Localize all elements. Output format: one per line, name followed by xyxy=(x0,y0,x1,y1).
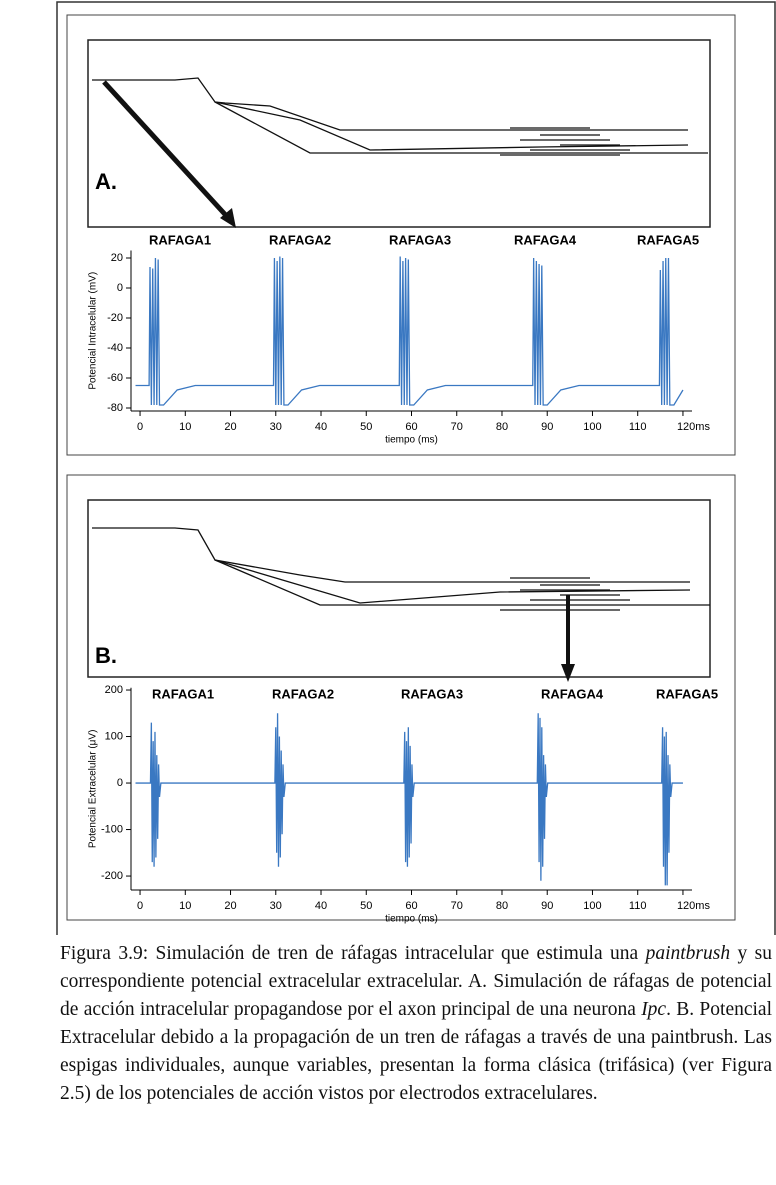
burst-label: RAFAGA3 xyxy=(401,686,463,701)
x-tick-label: 20 xyxy=(224,900,236,912)
x-tick-label: 80 xyxy=(496,421,508,433)
x-tick-label: 90 xyxy=(541,900,553,912)
burst-label: RAFAGA4 xyxy=(541,686,604,701)
y-tick-label: -100 xyxy=(101,823,123,835)
y-tick-label: 20 xyxy=(111,252,123,264)
x-tick-label: 110 xyxy=(629,421,647,433)
x-tick-label: 70 xyxy=(451,900,463,912)
caption-text: y su correspondiente potencial extracelu… xyxy=(60,943,772,1020)
y-tick-label: 0 xyxy=(117,777,123,789)
burst-label: RAFAGA4 xyxy=(514,232,577,247)
burst-label: RAFAGA1 xyxy=(149,232,211,247)
y-tick-label: -200 xyxy=(101,870,123,882)
panel-label: A. xyxy=(95,169,117,194)
x-tick-label: 50 xyxy=(360,421,372,433)
x-tick-label: 90 xyxy=(541,421,553,433)
x-tick-label: 120ms xyxy=(677,421,711,433)
burst-label: RAFAGA5 xyxy=(637,232,699,247)
x-tick-label: 60 xyxy=(405,421,417,433)
x-tick-label: 100 xyxy=(583,900,601,912)
y-axis-title: Potencial Extracelular (μV) xyxy=(88,730,99,849)
y-tick-label: -40 xyxy=(107,342,123,354)
x-tick-label: 20 xyxy=(224,421,236,433)
burst-label: RAFAGA2 xyxy=(272,686,334,701)
trace xyxy=(135,713,683,886)
x-tick-label: 50 xyxy=(360,900,372,912)
arrow xyxy=(102,80,234,224)
burst-label: RAFAGA2 xyxy=(269,232,331,247)
caption: Figura 3.9: Simulación de tren de ráfaga… xyxy=(60,940,772,1108)
y-tick-label: 100 xyxy=(105,730,123,742)
x-axis-title: tiempo (ms) xyxy=(385,914,438,925)
x-tick-label: 70 xyxy=(451,421,463,433)
x-tick-label: 0 xyxy=(137,900,143,912)
panel-label: B. xyxy=(95,643,117,668)
y-tick-label: 200 xyxy=(105,684,123,696)
x-tick-label: 10 xyxy=(179,421,191,433)
x-tick-label: 10 xyxy=(179,900,191,912)
caption-text: Ipc xyxy=(641,999,667,1020)
x-tick-label: 80 xyxy=(496,900,508,912)
x-tick-label: 110 xyxy=(629,900,647,912)
caption-text: Figura 3.9: Simulación de tren de ráfaga… xyxy=(60,943,646,964)
trace xyxy=(135,256,684,406)
y-axis-title: Potencial Intracelular (mV) xyxy=(88,272,99,390)
x-tick-label: 30 xyxy=(270,421,282,433)
x-tick-label: 100 xyxy=(583,421,601,433)
y-tick-label: -20 xyxy=(107,312,123,324)
y-tick-label: -60 xyxy=(107,372,123,384)
morphology-box xyxy=(87,499,711,678)
x-tick-label: 40 xyxy=(315,421,327,433)
burst-label: RAFAGA5 xyxy=(656,686,718,701)
burst-label: RAFAGA1 xyxy=(152,686,214,701)
x-tick-label: 120ms xyxy=(677,900,711,912)
morphology-box xyxy=(87,39,711,228)
figure: A. B. 200-20-40-60-800 10 20 30 40 50 60 70 80 90… xyxy=(56,1,776,935)
morphology xyxy=(92,77,708,156)
caption-text: . B. Potencial Extracelular debido a la … xyxy=(60,999,772,1104)
panel-frame xyxy=(66,474,736,921)
x-tick-label: 40 xyxy=(315,900,327,912)
x-axis-title: tiempo (ms) xyxy=(385,435,438,446)
y-tick-label: -80 xyxy=(107,402,123,414)
x-tick-label: 30 xyxy=(270,900,282,912)
panel-frame xyxy=(66,14,736,456)
figure-frame xyxy=(56,1,776,935)
caption-text: paintbrush xyxy=(645,943,731,964)
morphology xyxy=(92,527,710,611)
x-tick-label: 60 xyxy=(405,900,417,912)
x-tick-label: 0 xyxy=(137,421,143,433)
burst-label: RAFAGA3 xyxy=(389,232,451,247)
arrow-head xyxy=(220,208,236,228)
y-tick-label: 0 xyxy=(117,282,123,294)
arrow-head xyxy=(561,664,575,682)
